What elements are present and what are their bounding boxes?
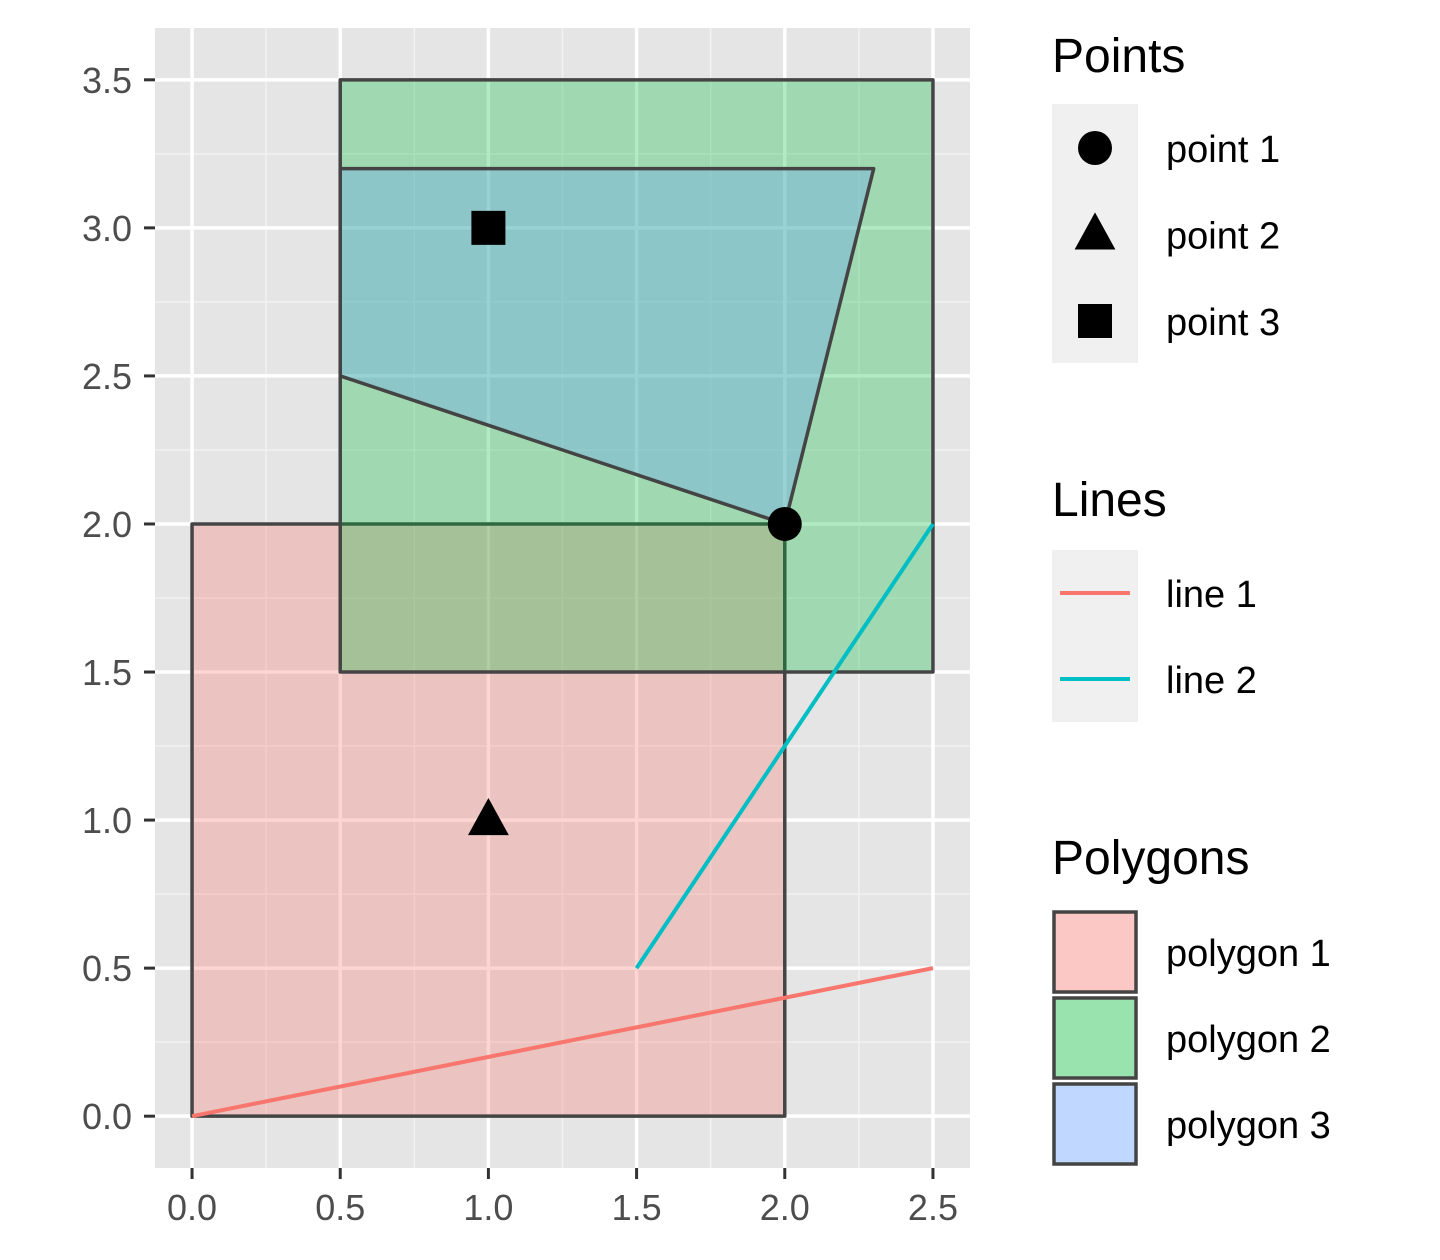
legend-label-point-3: point 3: [1166, 302, 1280, 344]
polygon-3: [338, 166, 876, 526]
legend-title-polygons: Polygons: [1052, 832, 1249, 885]
legend-key-bg-polygon-2: [1054, 998, 1136, 1078]
x-tick-label: 1.0: [463, 1187, 513, 1228]
legend-label-line-1: line 1: [1166, 574, 1257, 616]
legend-title-lines: Lines: [1052, 474, 1167, 527]
legend-label-line-2: line 2: [1166, 660, 1257, 702]
line-1: [191, 966, 934, 1119]
legend-key-bg-lines: [1052, 550, 1138, 722]
x-tick-label: 1.5: [612, 1187, 662, 1228]
y-tick-label: 2.0: [82, 504, 132, 545]
point-3: [471, 210, 506, 245]
x-tick-label: 2.5: [908, 1187, 958, 1228]
legend-key-bg-polygon-1: [1054, 912, 1136, 992]
legend-label-polygon-1: polygon 1: [1166, 933, 1331, 975]
points-layer: [468, 210, 802, 836]
axes: 0.0 0.5 1.0 1.5 2.0 2.5 0.0 0.5 1.0 1.5 2.0 2.5 3.0 3…: [82, 60, 958, 1228]
legend-key-bg-polygon-3: [1054, 1084, 1136, 1164]
point-1: [767, 506, 802, 541]
legend: Points point 1 point 2 point 3 Lines line 1 li…: [1052, 30, 1331, 1166]
legend-label-polygon-3: polygon 3: [1166, 1105, 1331, 1147]
legend-key-point-1: [1078, 131, 1112, 165]
x-tick-label: 0.5: [315, 1187, 365, 1228]
legend-key-polygon-1: [1052, 910, 1138, 994]
legend-key-polygon-3: [1052, 1082, 1138, 1166]
line-2: [634, 522, 935, 970]
y-tick-label: 3.0: [82, 208, 132, 249]
legend-label-polygon-2: polygon 2: [1166, 1019, 1331, 1061]
legend-title-points: Points: [1052, 30, 1185, 83]
legend-label-point-2: point 2: [1166, 216, 1280, 258]
y-tick-label: 0.5: [82, 948, 132, 989]
y-tick-label: 2.5: [82, 356, 132, 397]
lines-layer: [191, 522, 935, 1119]
y-tick-label: 1.0: [82, 800, 132, 841]
y-tick-label: 0.0: [82, 1096, 132, 1137]
point-2: [468, 797, 509, 836]
legend-key-point-2: [1074, 212, 1116, 250]
legend-key-polygon-2: [1052, 996, 1138, 1080]
x-tick-label: 0.0: [167, 1187, 217, 1228]
y-tick-label: 1.5: [82, 652, 132, 693]
x-tick-label: 2.0: [760, 1187, 810, 1228]
legend-label-point-1: point 1: [1166, 129, 1280, 171]
legend-key-point-3: [1078, 304, 1112, 338]
y-tick-label: 3.5: [82, 60, 132, 101]
